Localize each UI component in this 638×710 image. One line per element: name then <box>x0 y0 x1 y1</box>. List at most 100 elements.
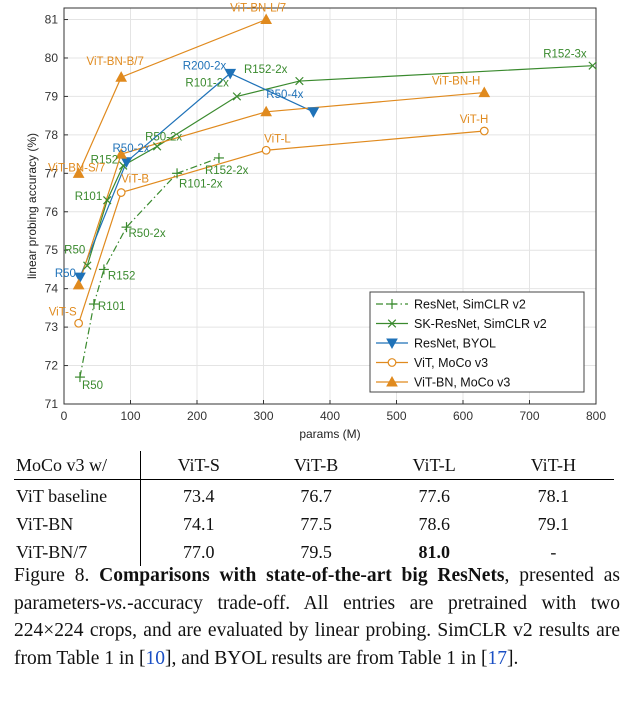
x-tick-label: 500 <box>386 409 406 423</box>
table-cell: 79.5 <box>300 542 332 562</box>
y-tick-label: 78 <box>45 128 59 142</box>
y-tick-label: 76 <box>45 205 59 219</box>
caption-italic: vs. <box>106 592 128 614</box>
caption-text: -accuracy trade-off. All entries are pre… <box>14 592 620 669</box>
x-marker <box>387 319 397 328</box>
table-cell: 79.1 <box>537 514 570 534</box>
row-label: ViT-BN <box>14 510 141 538</box>
table-header-cell: ViT-B <box>256 451 376 480</box>
results-table: MoCo v3 w/ ViT-S ViT-B ViT-L ViT-H ViT b… <box>14 451 614 566</box>
row-label: ViT-BN/7 <box>14 538 141 566</box>
legend-entry: ResNet, SimCLR v2 <box>414 298 526 312</box>
plus-marker <box>121 222 132 233</box>
x-marker <box>588 61 597 70</box>
y-tick-label: 75 <box>45 243 59 257</box>
circle-marker <box>261 145 271 155</box>
triangle-up-marker <box>72 167 85 178</box>
x-tick-label: 400 <box>320 409 340 423</box>
series-line <box>79 72 314 278</box>
table-cell: 78.6 <box>418 514 450 534</box>
point-label: R101-2x <box>179 178 223 190</box>
x-marker <box>152 142 162 151</box>
series-line <box>78 91 485 286</box>
x-tick-label: 100 <box>120 409 140 423</box>
x-marker <box>232 92 242 101</box>
caption-text: ], and BYOL results are from Table 1 in … <box>165 647 488 669</box>
table-header-cell: MoCo v3 w/ <box>14 451 141 480</box>
row-label: ViT baseline <box>14 479 141 510</box>
circle-marker <box>74 318 84 328</box>
y-tick-label: 72 <box>45 359 59 373</box>
caption-text: ]. <box>506 647 519 669</box>
point-label: R101 <box>75 191 103 203</box>
table-row: ViT-BN/7 77.0 79.5 81.0 - <box>14 538 614 566</box>
point-label: R200-2x <box>183 60 227 72</box>
point-label: R152-2x <box>244 64 288 76</box>
triangle-up-marker <box>478 86 491 98</box>
point-label: R50-4x <box>266 89 303 101</box>
point-label: R50 <box>82 380 103 392</box>
x-marker <box>83 261 92 270</box>
table-cell: - <box>550 542 557 562</box>
triangle-up-marker <box>386 375 398 387</box>
table-cell: 78.1 <box>537 486 570 506</box>
table-row: ViT baseline 73.4 76.7 77.6 78.1 <box>14 479 614 510</box>
citation-link[interactable]: 17 <box>487 647 507 669</box>
plus-marker <box>387 299 397 309</box>
point-label: R50 <box>55 268 76 280</box>
chart-grid <box>63 8 597 405</box>
point-label: R50 <box>64 245 85 257</box>
point-label: R101 <box>98 301 126 313</box>
y-axis-ticks: 71 72 73 74 75 76 77 78 79 80 81 <box>45 13 68 411</box>
point-label: ViT-BN-L/7 <box>230 3 286 15</box>
table-cell: 76.7 <box>300 486 332 506</box>
x-axis-label: params (M) <box>299 427 360 441</box>
x-tick-label: 0 <box>61 409 68 423</box>
table-cell: 77.6 <box>418 486 450 506</box>
citation-link[interactable]: 10 <box>145 647 166 669</box>
triangle-up-marker <box>260 13 273 25</box>
point-label: R101-2x <box>185 77 229 89</box>
y-tick-label: 73 <box>45 320 59 334</box>
y-tick-label: 74 <box>45 282 59 296</box>
caption-bold-title: Comparisons with state-of-the-art big Re… <box>99 565 505 586</box>
point-label: ViT-BN-B/7 <box>87 56 144 68</box>
point-label: R50-2x <box>113 143 150 155</box>
point-label: R50-2x <box>129 228 166 240</box>
chart-legend: ResNet, SimCLR v2 SK-ResNet, SimCLR v2 Res… <box>369 291 585 393</box>
point-label: ViT-BN-S/7 <box>48 162 105 174</box>
series-line <box>79 157 220 378</box>
point-label: ViT-L <box>264 133 291 145</box>
plus-marker <box>213 152 224 163</box>
chart: 0 100 200 300 400 500 600 700 800 71 72 73 74 75 76 77… <box>25 3 606 441</box>
x-marker <box>295 76 304 86</box>
triangle-down-marker <box>386 338 398 350</box>
table-cell: 77.0 <box>183 542 215 562</box>
table-header-cell: ViT-H <box>492 451 614 480</box>
y-tick-label: 81 <box>45 13 59 27</box>
plus-marker <box>88 299 99 310</box>
point-label: ViT-S <box>49 306 77 318</box>
y-tick-label: 77 <box>45 166 59 180</box>
x-tick-label: 600 <box>453 409 473 423</box>
table-cell-best: 81.0 <box>418 542 450 562</box>
table-header-cell: ViT-L <box>375 451 493 480</box>
point-label: R152 <box>91 155 119 167</box>
circle-marker <box>116 188 126 197</box>
point-label: R152-3x <box>543 49 587 61</box>
y-tick-label: 80 <box>45 51 59 65</box>
triangle-down-marker <box>74 272 86 284</box>
legend-entry: ResNet, BYOL <box>414 337 496 351</box>
caption-label: Figure 8. <box>14 565 90 586</box>
table-row: ViT-BN 74.1 77.5 78.6 79.1 <box>14 510 614 538</box>
triangle-up-marker <box>260 105 273 117</box>
y-tick-label: 71 <box>45 397 59 411</box>
table-cell: 77.5 <box>300 514 332 534</box>
triangle-down-marker <box>307 107 320 118</box>
triangle-down-marker <box>224 68 237 80</box>
legend-entry: SK-ResNet, SimCLR v2 <box>414 317 547 331</box>
series-markers <box>72 13 597 383</box>
point-labels: R50R101R152R50-2xR101-2xR152-2xR50R101R1… <box>48 3 587 393</box>
triangle-up-marker <box>115 71 128 82</box>
triangle-up-marker <box>72 278 85 290</box>
